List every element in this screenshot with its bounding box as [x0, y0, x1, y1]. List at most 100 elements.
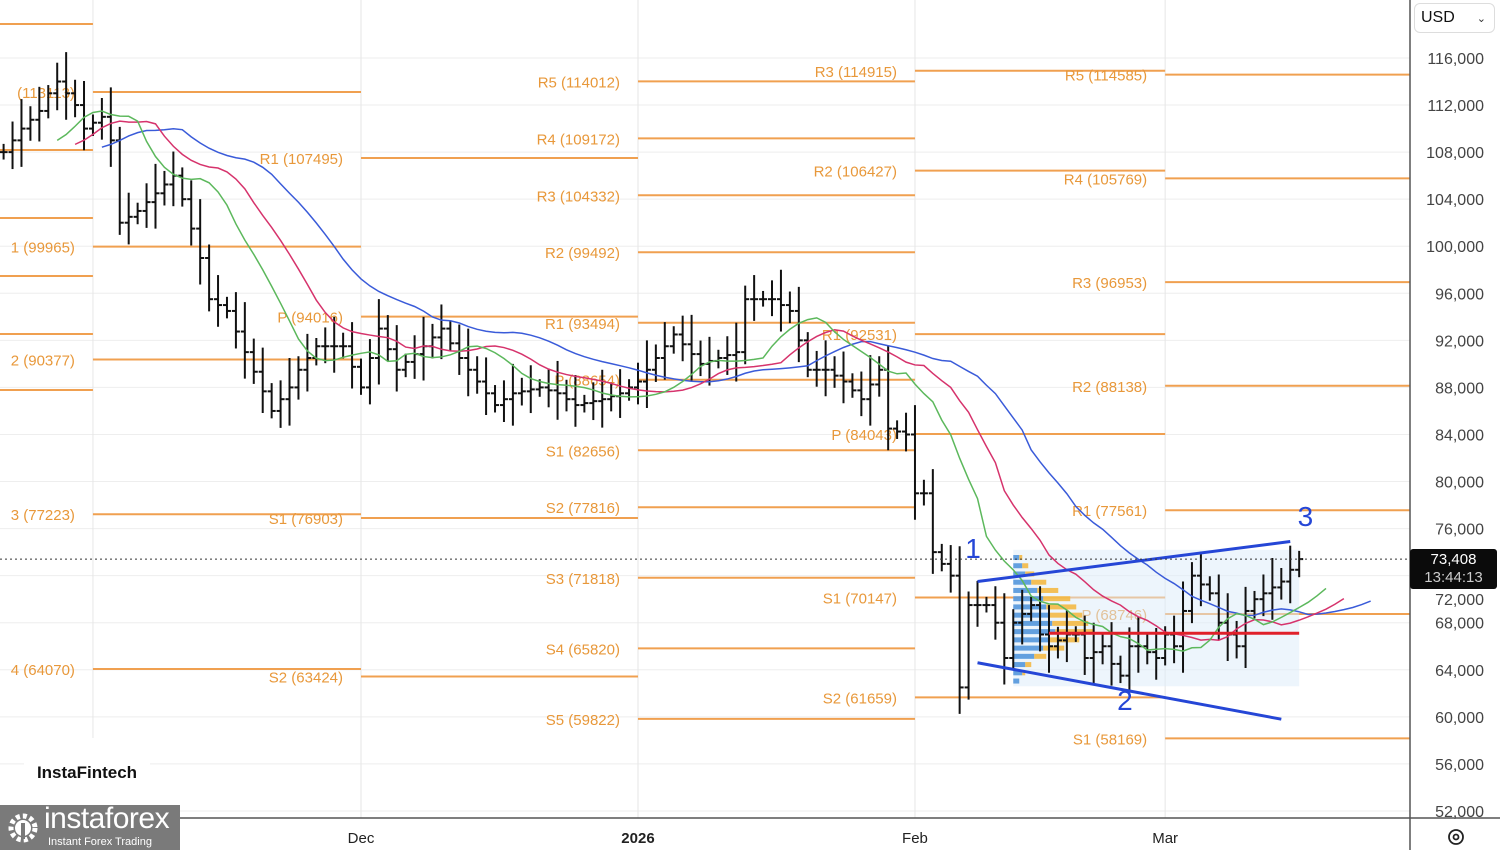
ohlc-bar [276, 380, 285, 428]
pivot-level-label: S3 (71818) [546, 571, 620, 588]
ohlc-bar [955, 546, 964, 714]
ohlc-bar [544, 368, 553, 408]
pivot-level-label: R2 (99492) [545, 245, 620, 262]
ohlc-bar [178, 167, 187, 207]
ohlc-bar [723, 336, 732, 375]
instaforex-gear-icon [8, 813, 38, 843]
currency-selector[interactable]: USD ⌄ [1414, 3, 1495, 33]
y-tick-label: 84,000 [1435, 427, 1484, 444]
y-tick-label: 68,000 [1435, 616, 1484, 633]
trendline [977, 540, 1291, 584]
ohlc-bar [249, 338, 258, 384]
ohlc-bar [1044, 605, 1053, 673]
ohlc-bar [1250, 590, 1259, 619]
volume-profile-bar-up [1013, 653, 1035, 659]
volume-profile-bar-down [1052, 620, 1089, 626]
pivot-level-label: S5 (59822) [546, 712, 620, 729]
ohlc-bar [464, 328, 473, 397]
ohlc-bar [508, 363, 517, 426]
ohlc-bar [714, 349, 723, 369]
pivot-level-label: S1 (82656) [546, 443, 620, 460]
instaforex-tagline: Instant Forex Trading [48, 836, 152, 848]
y-tick-label: 72,000 [1435, 592, 1484, 609]
pivot-level-label: R5 (114585) [1065, 68, 1147, 85]
ohlc-bar [857, 371, 866, 417]
trendline [977, 661, 1282, 721]
pivot-level-label: R4 (109172) [537, 131, 620, 148]
pivot-level-label: R2 (106427) [814, 164, 897, 181]
pivot-level-label: S2 (77816) [546, 500, 620, 517]
ohlc-bar [357, 358, 365, 395]
y-tick-label: 92,000 [1435, 333, 1484, 350]
ohlc-bar [222, 296, 231, 319]
ohlc-bar [1277, 568, 1286, 600]
y-tick-label: 80,000 [1435, 475, 1484, 492]
pivot-level-label: R3 (114915) [815, 64, 897, 81]
ohlc-bar [517, 377, 526, 406]
last-price-value: 73,408 [1430, 551, 1477, 568]
settings-gear-icon[interactable] [1446, 827, 1466, 847]
volume-profile-bar-up [1013, 678, 1020, 684]
ohlc-bar [312, 338, 321, 366]
ohlc-bar [750, 275, 759, 321]
pivot-level-label: P (88654) [554, 373, 620, 390]
volume-profile-bar-down [1049, 612, 1083, 618]
ohlc-bar [1009, 609, 1018, 671]
ohlc-bar [607, 382, 616, 412]
y-tick-label: 56,000 [1435, 757, 1484, 774]
ohlc-bar [267, 383, 276, 419]
ohlc-bar [8, 121, 17, 170]
ohlc-bar [142, 183, 151, 228]
ohlc-bar [0, 143, 8, 160]
ohlc-bar [982, 596, 991, 613]
pivot-level-label: 4 (64070) [11, 662, 75, 679]
y-tick-label: 104,000 [1426, 192, 1484, 209]
ohlc-bar [1187, 562, 1196, 624]
ohlc-bar [1196, 551, 1205, 607]
volume-profile-bar-up [1013, 620, 1053, 626]
volume-profile-bar-down [1031, 579, 1047, 585]
pivot-level-label: S1 (58169) [1073, 731, 1147, 748]
ohlc-bar [294, 356, 303, 400]
volume-profile-bar-up [1013, 563, 1023, 569]
ohlc-bar [669, 326, 678, 354]
x-tick-label: Mar [1152, 830, 1178, 847]
ohlc-bar [910, 405, 919, 520]
ohlc-bar [660, 322, 669, 380]
ohlc-bar [473, 356, 482, 394]
ohlc-bar [1259, 574, 1268, 617]
ohlc-bar [973, 580, 982, 627]
ohlc-bar [151, 163, 160, 229]
ohlc-bar [214, 275, 223, 327]
ohlc-bar [53, 62, 62, 111]
pivot-level-label: (113113) [17, 85, 75, 102]
y-tick-label: 76,000 [1435, 522, 1484, 539]
ohlc-bar [124, 192, 133, 245]
ohlc-bar [106, 87, 115, 167]
y-tick-label: 112,000 [1427, 98, 1484, 115]
pivot-level-label: 3 (77223) [11, 507, 75, 524]
ohlc-bar [196, 199, 205, 285]
y-tick-label: 100,000 [1426, 239, 1484, 256]
ohlc-bar [482, 357, 491, 416]
volume-profile-bar-up [1013, 645, 1044, 651]
instaforex-brand: instaforex [44, 805, 170, 835]
ohlc-bar [696, 340, 705, 377]
volume-profile-bar-down [1043, 596, 1071, 602]
volume-profile-bar-up [1013, 629, 1056, 635]
y-tick-label: 60,000 [1435, 710, 1484, 727]
ohlc-bar [571, 375, 580, 427]
ohlc-bar [1098, 632, 1107, 665]
ohlc-bar [231, 292, 240, 349]
y-tick-label: 108,000 [1426, 145, 1484, 162]
bar-countdown: 13:44:13 [1424, 569, 1483, 586]
ohlc-bar [1205, 576, 1214, 601]
ohlc-bar [133, 202, 142, 225]
y-tick-label: 116,000 [1427, 51, 1484, 68]
ohlc-bar [44, 85, 53, 119]
ohlc-bar [17, 99, 26, 167]
instaforex-logo: instaforex Instant Forex Trading [0, 805, 180, 850]
x-tick-label: Feb [902, 830, 928, 847]
volume-profile-bar-up [1013, 637, 1050, 643]
